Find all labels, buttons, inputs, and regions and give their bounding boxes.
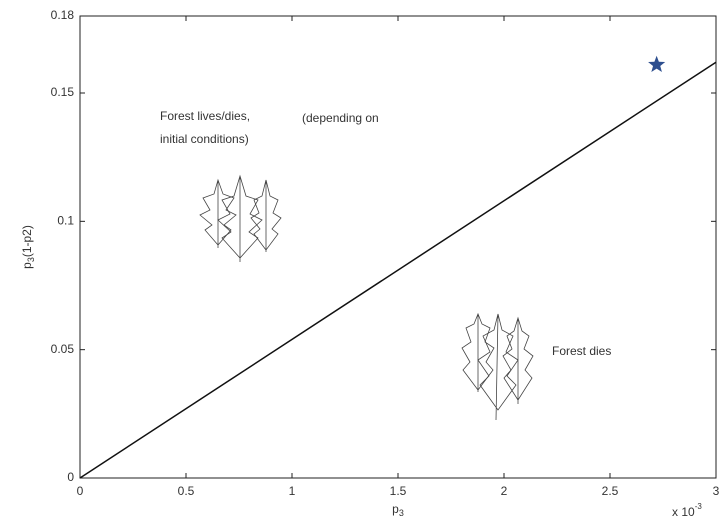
y-axis-label-rest: (1-p2)	[20, 225, 34, 257]
annotation: (depending on	[302, 111, 379, 125]
x-tick-label: 0	[77, 484, 84, 498]
annotation: Forest dies	[552, 344, 611, 358]
x-tick-label: 1.5	[390, 484, 407, 498]
y-tick-label: 0.15	[51, 85, 75, 99]
y-tick-label: 0.05	[51, 342, 75, 356]
annotation: initial conditions)	[160, 132, 249, 146]
x-tick-label: 1	[289, 484, 296, 498]
x-axis-label: p3	[392, 502, 404, 518]
star-marker	[648, 56, 665, 72]
x-multiplier-exp: -3	[695, 502, 703, 511]
x-tick-label: 2	[501, 484, 508, 498]
y-tick-label: 0	[67, 470, 74, 484]
x-multiplier: x 10-3	[672, 502, 702, 519]
tree-illustration	[200, 176, 281, 262]
y-axis-label: p3(1-p2)	[20, 225, 36, 269]
x-multiplier-base: x 10	[672, 505, 695, 519]
data-line	[80, 62, 716, 478]
tree-illustration	[462, 314, 533, 420]
plot-frame	[80, 16, 716, 478]
x-tick-label: 2.5	[602, 484, 619, 498]
chart: 0 0.5 1 1.5 2 2.5 3 0 0.05 0.1 0.15 0.18 p3 p3(1-p2) x…	[0, 0, 723, 519]
annotation: Forest lives/dies,	[160, 109, 250, 123]
x-tick-label: 0.5	[178, 484, 195, 498]
x-axis-label-sub: 3	[399, 508, 404, 518]
y-tick-label: 0.1	[57, 214, 74, 228]
x-tick-label: 3	[713, 484, 720, 498]
y-tick-label: 0.18	[51, 8, 75, 22]
